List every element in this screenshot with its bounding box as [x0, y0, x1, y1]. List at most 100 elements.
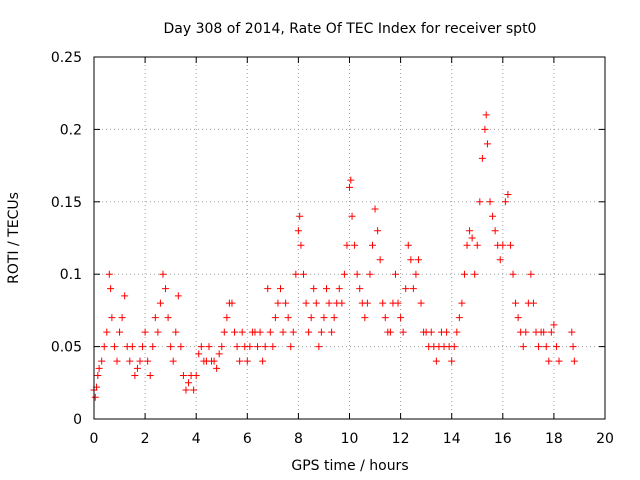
data-point [481, 125, 489, 133]
data-point [172, 328, 180, 336]
data-point [471, 270, 479, 278]
data-point [139, 343, 147, 351]
data-point [256, 328, 264, 336]
data-point [394, 299, 402, 307]
data-point [346, 183, 353, 191]
data-point [146, 372, 154, 380]
data-point [473, 241, 481, 249]
data-point [236, 357, 244, 365]
data-point [233, 343, 241, 351]
data-point [269, 343, 277, 351]
data-point [289, 328, 297, 336]
data-point [501, 198, 509, 206]
data-point [568, 328, 576, 336]
x-axis-label: GPS time / hours [291, 458, 408, 474]
data-point [381, 314, 389, 322]
data-point [397, 314, 405, 322]
data-point [169, 357, 177, 365]
data-point [348, 212, 356, 220]
data-point [149, 343, 157, 351]
data-point [453, 328, 461, 336]
data-point [402, 285, 410, 293]
data-point [315, 343, 323, 351]
data-point [131, 372, 139, 380]
data-point [128, 343, 136, 351]
data-point [366, 270, 374, 278]
data-point [141, 328, 149, 336]
data-point [448, 357, 456, 365]
data-point [95, 364, 103, 372]
data-point [238, 328, 246, 336]
data-point [368, 241, 376, 249]
data-point [483, 140, 491, 148]
data-point [427, 328, 435, 336]
data-point [407, 256, 415, 264]
data-point [325, 299, 333, 307]
data-point [491, 227, 499, 235]
data-point [292, 270, 300, 278]
data-point [300, 270, 308, 278]
data-point [121, 292, 129, 300]
data-point [103, 328, 111, 336]
data-point [179, 372, 187, 380]
data-point [550, 321, 558, 329]
data-point [328, 328, 336, 336]
data-point [98, 357, 106, 365]
data-point [259, 357, 267, 365]
y-tick-label: 0.1 [60, 267, 82, 283]
data-point [223, 314, 231, 322]
data-point [167, 343, 175, 351]
data-point [126, 357, 134, 365]
data-point [302, 299, 310, 307]
data-point [356, 285, 364, 293]
data-point [529, 299, 537, 307]
data-point [284, 314, 292, 322]
data-point [478, 154, 486, 162]
y-tick-label: 0.25 [51, 50, 82, 66]
data-point [535, 343, 543, 351]
y-tick-label: 0.2 [60, 122, 82, 138]
data-point [460, 270, 468, 278]
data-point [296, 212, 304, 220]
data-point [246, 343, 254, 351]
x-tick-label: 14 [443, 431, 461, 447]
data-point [542, 343, 550, 351]
x-tick-label: 6 [243, 431, 252, 447]
data-point [450, 343, 458, 351]
data-point [100, 343, 108, 351]
data-point [361, 314, 369, 322]
data-point [569, 343, 577, 351]
data-point [509, 270, 517, 278]
data-point [195, 350, 203, 358]
grid [94, 57, 605, 419]
x-tick-label: 10 [341, 431, 359, 447]
data-point [228, 299, 236, 307]
data-point [177, 343, 185, 351]
data-point [287, 343, 295, 351]
data-point [489, 212, 497, 220]
data-point [330, 314, 338, 322]
data-point [215, 350, 223, 358]
x-tick-label: 0 [90, 431, 99, 447]
data-point [282, 299, 290, 307]
data-point [432, 357, 440, 365]
data-point [210, 357, 218, 365]
data-point [105, 270, 113, 278]
data-point [414, 256, 422, 264]
data-point [213, 364, 221, 372]
data-point [371, 205, 379, 213]
data-point [310, 285, 318, 293]
data-point [133, 364, 141, 372]
data-point [107, 285, 115, 293]
data-point [343, 241, 351, 249]
data-point [409, 285, 417, 293]
data-point [555, 357, 563, 365]
data-point [151, 314, 159, 322]
data-point [113, 357, 121, 365]
data-point [496, 256, 504, 264]
data-point [108, 314, 116, 322]
x-tick-label: 16 [494, 431, 512, 447]
data-point [527, 270, 535, 278]
axis-ticks: 0 2 4 6 8 10 12 14 16 18 20 0 0.05 0.1 0.15 0.2 0.25 [51, 50, 614, 447]
